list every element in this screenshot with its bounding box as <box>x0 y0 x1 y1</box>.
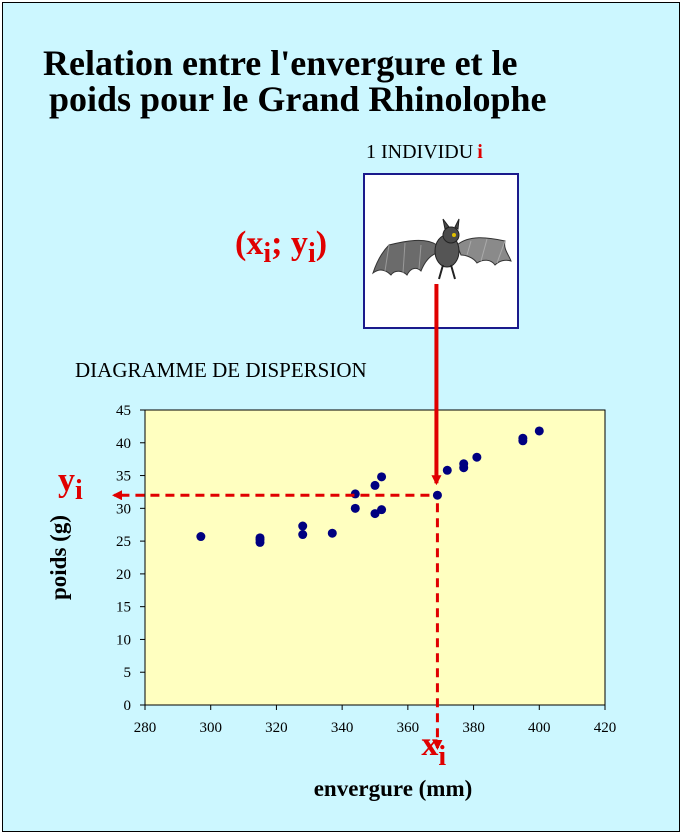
x-tick-label: 340 <box>331 720 354 736</box>
title-line-2: poids pour le Grand Rhinolophe <box>49 79 547 119</box>
individu-index: i <box>477 141 483 163</box>
x-tick-label: 320 <box>265 720 288 736</box>
data-point <box>472 452 482 462</box>
individu-label: 1 INDIVIDU i <box>366 141 483 164</box>
data-point <box>377 505 387 515</box>
title-line-1: Relation entre l'envergure et le <box>43 43 518 83</box>
bat-icon <box>372 218 512 280</box>
data-point <box>350 503 360 513</box>
diagram-title: DIAGRAMME DE DISPERSION <box>75 358 367 382</box>
bat-image-box <box>363 173 519 329</box>
x-tick-label: 420 <box>594 720 617 736</box>
data-point <box>370 509 380 519</box>
x-tick-label: 380 <box>462 720 485 736</box>
data-point <box>518 433 528 443</box>
y-tick-label: 45 <box>116 403 131 419</box>
y-axis-title: poids (g) <box>46 515 71 600</box>
y-tick-label: 0 <box>124 698 132 714</box>
x-tick-label: 400 <box>528 720 551 736</box>
data-point <box>432 490 442 500</box>
data-point <box>298 530 308 540</box>
data-point <box>255 533 265 543</box>
y-tick-label: 10 <box>116 632 131 648</box>
data-point <box>442 465 452 475</box>
data-point <box>459 459 469 469</box>
data-point <box>370 480 380 490</box>
y-tick-label: 25 <box>116 534 131 550</box>
plot-area <box>144 409 606 706</box>
yi-label: yi <box>58 462 83 506</box>
y-tick-label: 30 <box>116 501 131 517</box>
coordinate-label: (xi; yi) <box>235 225 328 269</box>
x-tick-label: 280 <box>134 720 157 736</box>
data-point <box>377 472 387 482</box>
slide-title: Relation entre l'envergure et le poids p… <box>43 45 643 117</box>
data-point <box>298 521 308 531</box>
y-tick-label: 35 <box>116 469 131 485</box>
y-tick-label: 20 <box>116 567 131 583</box>
individu-text: 1 INDIVIDU <box>366 141 474 163</box>
data-point <box>327 528 337 538</box>
x-tick-label: 360 <box>397 720 420 736</box>
data-point <box>534 426 544 436</box>
x-axis-title: envergure (mm) <box>314 776 473 801</box>
y-tick-label: 5 <box>124 665 132 681</box>
x-tick-label: 300 <box>199 720 222 736</box>
xi-label: xi <box>421 726 446 772</box>
y-tick-label: 40 <box>116 436 131 452</box>
y-tick-label: 15 <box>116 600 131 616</box>
data-point <box>196 532 206 542</box>
